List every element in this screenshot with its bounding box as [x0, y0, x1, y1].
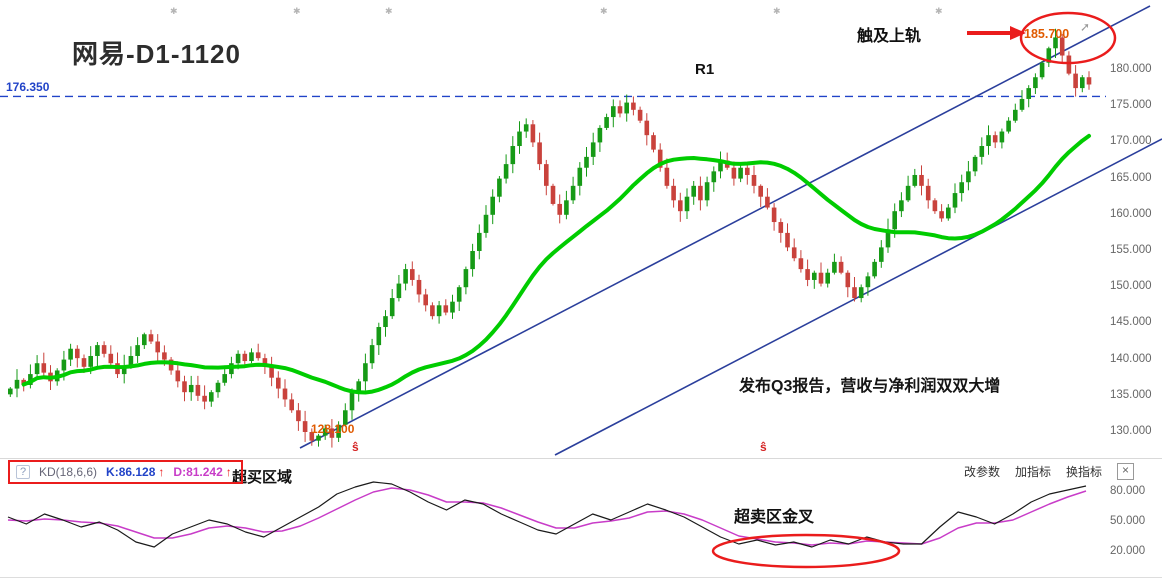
change-params-button[interactable]: 改参数 — [963, 465, 1000, 479]
resistance-r1-label: R1 — [695, 61, 715, 78]
kd-params-label: KD(18,6,6) — [39, 465, 98, 479]
event-marker-icon: ✱ — [385, 6, 393, 16]
event-marker-icon: ✱ — [170, 6, 178, 16]
d-up-arrow-icon: ↑ — [225, 465, 232, 479]
help-icon: ? — [16, 465, 30, 479]
event-marker-icon: ✱ — [773, 6, 781, 16]
switch-indicator-button[interactable]: 换指标 — [1065, 465, 1102, 479]
annotation-oversold-golden-cross: 超卖区金叉 — [734, 509, 815, 526]
cursor-icon: ➚ — [1080, 20, 1091, 34]
annotation-touch-upper-rail: 触及上轨 — [857, 28, 922, 45]
kd-k-value: K:86.128 — [106, 465, 156, 479]
close-indicator-button[interactable]: × — [1117, 463, 1134, 480]
split-marker: ŝ — [352, 440, 359, 454]
split-marker: ŝ — [760, 440, 767, 454]
kd-indicator-legend: ? KD(18,6,6) K:86.128 ↑ D:81.242 ↑ — [8, 460, 243, 484]
event-marker-icon: ✱ — [293, 6, 301, 16]
last-price-tag: 185.700 — [1024, 27, 1070, 41]
annotation-q3-report: 发布Q3报告，营收与净利润双双大增 — [739, 378, 1001, 395]
event-marker-icon: ✱ — [935, 6, 943, 16]
kd-d-value: D:81.242 — [173, 465, 223, 479]
indicator-toolbar: 改参数 加指标 换指标 × — [964, 463, 1134, 480]
event-marker-icon: ✱ — [600, 6, 608, 16]
session-low-label: 128.100 — [311, 422, 355, 436]
panel-divider — [0, 458, 1162, 459]
k-up-arrow-icon: ↑ — [158, 465, 165, 479]
add-indicator-button[interactable]: 加指标 — [1014, 465, 1051, 479]
annotation-overbought-zone: 超买区域 — [232, 469, 293, 486]
resistance-price-label: 176.350 — [6, 80, 50, 94]
chart-title: 网易-D1-1120 — [72, 39, 241, 69]
